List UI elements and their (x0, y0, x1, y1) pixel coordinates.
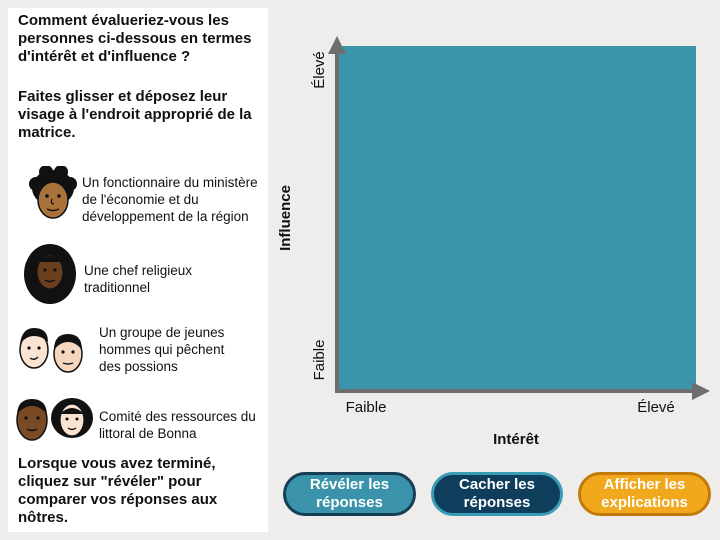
y-low-label: Faible (311, 340, 328, 381)
finish-hint-text: Lorsque vous avez terminé, cliquez sur "… (18, 455, 218, 526)
stakeholder-label: Comité des ressources du littoral de Bon… (99, 409, 256, 441)
show-explanations-button[interactable]: Afficher les explications (578, 472, 711, 516)
man-face-icon[interactable] (28, 166, 78, 226)
stakeholder-label: Un fonctionnaire du ministère de l'écono… (82, 175, 258, 224)
question-text: Comment évalueriez-vous les personnes ci… (18, 12, 252, 65)
y-high-label: Élevé (311, 51, 328, 89)
young-men-faces-icon[interactable] (16, 324, 88, 380)
x-low-label: Faible (346, 399, 387, 416)
committee-faces-icon[interactable] (14, 396, 98, 444)
x-high-label: Élevé (637, 399, 675, 416)
x-axis-label: Intérêt (493, 431, 539, 448)
y-axis-label: Influence (277, 185, 294, 251)
stakeholder-label: Un groupe de jeunes hommes qui pêchent d… (99, 325, 225, 374)
reveal-answers-button[interactable]: Révéler les réponses (283, 472, 416, 516)
x-axis-arrow-icon (692, 382, 710, 400)
drag-hint-text: Faites glisser et déposez leur visage à … (18, 88, 252, 141)
matrix-drop-zone[interactable] (338, 46, 696, 391)
interest-influence-matrix: Influence Élevé Faible Faible Élevé Inté… (277, 36, 710, 448)
woman-face-icon[interactable] (22, 242, 78, 308)
y-axis-arrow-icon (328, 36, 346, 54)
stakeholder-label: Une chef religieux traditionnel (84, 263, 193, 295)
hide-answers-button[interactable]: Cacher les réponses (431, 472, 563, 516)
instructions-panel: Comment évalueriez-vous les personnes ci… (8, 8, 268, 532)
